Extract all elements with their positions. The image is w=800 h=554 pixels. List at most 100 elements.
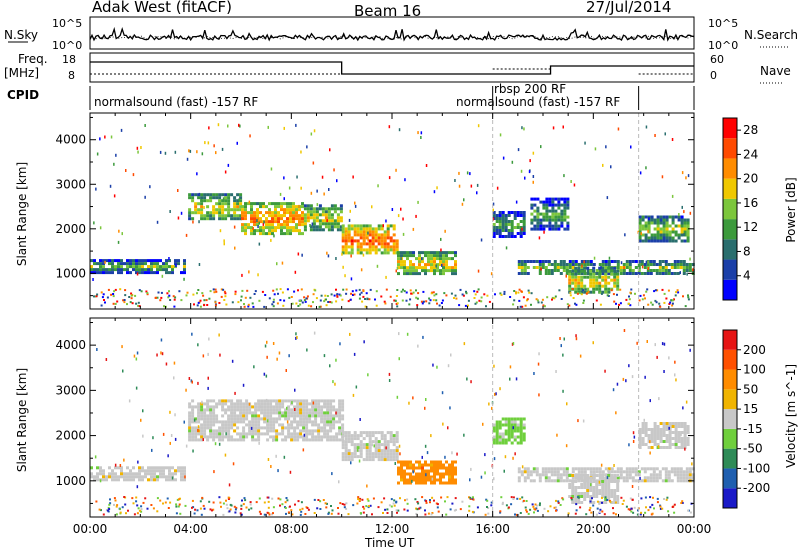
power-echo-cell (659, 239, 663, 243)
velocity-echo-cell (281, 438, 285, 442)
power-echo-cell (289, 214, 292, 218)
power-echo-cell (656, 239, 660, 243)
velocity-speckle-cell (601, 510, 604, 513)
power-echo-cell (330, 222, 334, 226)
velocity-echo-cell (269, 420, 273, 424)
velocity-echo-cell (562, 479, 566, 483)
velocity-echo-cell (415, 475, 418, 479)
power-speckle-cell (119, 288, 122, 291)
velocity-echo-cell (580, 495, 584, 498)
time-xtick-label: 16:00 (475, 522, 510, 536)
velocity-echo-cell (293, 438, 297, 442)
velocity-echo-cell (305, 411, 309, 415)
power-speckle-cell (366, 297, 369, 300)
velocity-echo-cell (667, 470, 671, 474)
velocity-echo-cell (371, 458, 375, 462)
power-echo-cell (507, 232, 511, 235)
power-echo-cell (400, 260, 403, 264)
power-echo-cell (653, 227, 657, 231)
velocity-echo-cell (203, 402, 207, 406)
velocity-scatter-cell (191, 332, 193, 336)
velocity-echo-cell (427, 472, 430, 476)
velocity-echo-cell (305, 399, 309, 403)
power-echo-cell (418, 263, 421, 267)
power-speckle-cell (325, 298, 327, 301)
velocity-scatter-cell (495, 392, 497, 396)
power-speckle-cell (301, 301, 304, 304)
velocity-speckle-cell (559, 504, 562, 506)
power-echo-cell (111, 265, 114, 269)
velocity-echo-cell (188, 426, 192, 430)
power-echo-cell (312, 219, 316, 223)
velocity-speckle-cell (476, 506, 479, 509)
velocity-echo-cell (374, 449, 378, 453)
power-echo-cell (206, 211, 210, 215)
power-speckle-cell (145, 290, 148, 293)
velocity-echo-cell (263, 402, 267, 406)
power-echo-cell (571, 275, 575, 279)
velocity-scatter-cell (173, 376, 175, 380)
power-echo-cell (683, 230, 687, 234)
power-echo-cell (200, 193, 204, 197)
velocity-echo-cell (141, 478, 144, 482)
velocity-echo-cell (641, 437, 645, 440)
velocity-echo-cell (610, 489, 614, 492)
velocity-echo-cell (380, 458, 384, 462)
power-echo-cell (233, 202, 237, 206)
velocity-echo-cell (224, 402, 228, 406)
velocity-echo-cell (206, 426, 210, 430)
velocity-echo-cell (451, 460, 454, 464)
velocity-echo-cell (224, 423, 228, 427)
velocity-echo-cell (513, 426, 517, 430)
velocity-scatter-cell (366, 484, 368, 488)
velocity-echo-cell (123, 472, 126, 476)
power-speckle-cell (365, 292, 368, 295)
velocity-speckle-cell (258, 497, 261, 500)
power-echo-cell (507, 214, 511, 217)
power-echo-cell (99, 265, 102, 269)
power-echo-cell (638, 230, 642, 234)
velocity-echo-cell (436, 469, 439, 473)
velocity-echo-cell (311, 405, 315, 409)
velocity-scatter-cell (228, 483, 231, 487)
power-echo-cell (274, 211, 277, 215)
velocity-echo-cell (571, 476, 575, 480)
power-echo-cell (550, 263, 554, 266)
power-echo-cell (265, 232, 268, 236)
velocity-echo-cell (200, 414, 204, 418)
velocity-echo-cell (126, 475, 129, 479)
power-echo-cell (492, 232, 496, 235)
power-echo-cell (389, 236, 393, 240)
power-echo-cell (383, 248, 387, 252)
velocity-scatter-cell (600, 463, 603, 467)
power-speckle-cell (618, 303, 621, 306)
power-echo-cell (309, 210, 313, 214)
power-speckle-cell (435, 293, 438, 296)
power-echo-cell (374, 233, 378, 237)
velocity-scatter-cell (582, 419, 585, 423)
velocity-speckle-cell (313, 512, 316, 514)
velocity-echo-cell (586, 495, 590, 498)
power-echo-cell (586, 263, 590, 266)
velocity-echo-cell (451, 463, 454, 467)
power-echo-cell (670, 266, 674, 269)
power-speckle-cell (360, 291, 363, 294)
velocity-speckle-cell (667, 510, 670, 513)
power-scatter-cell (382, 224, 384, 228)
power-speckle-cell (422, 300, 425, 303)
velocity-speckle-cell (652, 496, 654, 499)
velocity-scatter-cell (562, 353, 564, 357)
power-echo-cell (551, 212, 555, 216)
power-echo-cell (347, 230, 351, 234)
power-echo-cell (356, 248, 360, 252)
power-echo-cell (554, 215, 558, 219)
power-echo-cell (295, 229, 298, 233)
power-speckle-cell (646, 288, 649, 291)
power-echo-cell (427, 263, 430, 267)
power-speckle-cell (282, 304, 285, 307)
power-speckle-cell (112, 293, 115, 295)
power-echo-cell (607, 263, 611, 266)
power-echo-cell (200, 196, 204, 200)
velocity-speckle-cell (235, 506, 238, 509)
velocity-echo-cell (290, 426, 294, 430)
